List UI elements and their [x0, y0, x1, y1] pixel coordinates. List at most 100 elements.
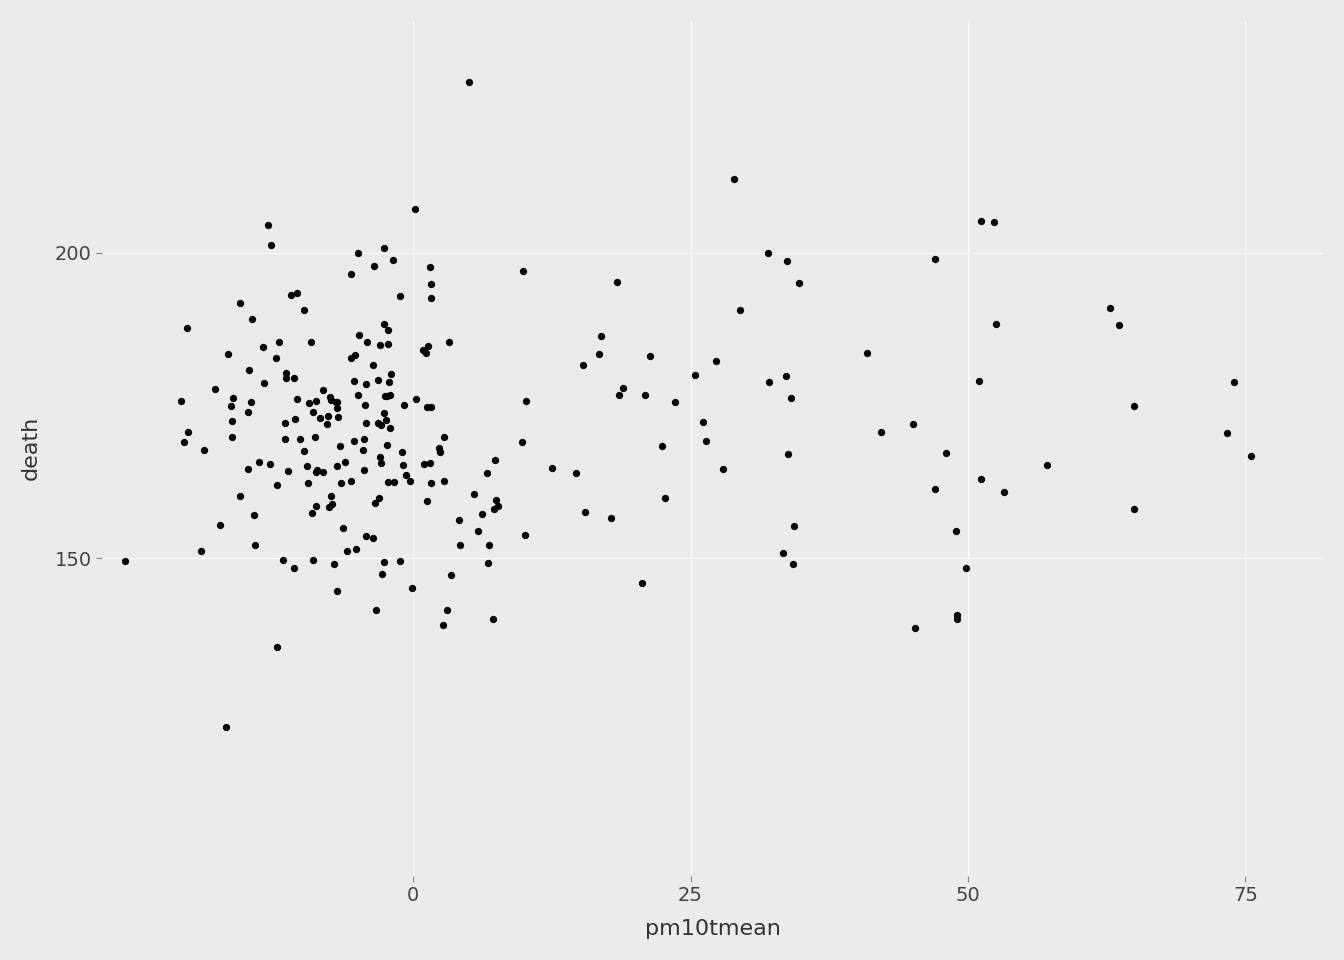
Point — [515, 528, 536, 543]
Point — [261, 237, 282, 252]
Point — [238, 462, 259, 477]
Point — [487, 498, 508, 514]
Point — [589, 346, 610, 361]
Point — [946, 607, 968, 622]
Y-axis label: death: death — [22, 417, 40, 480]
Point — [758, 246, 780, 261]
Point — [421, 290, 442, 305]
Point — [871, 424, 892, 440]
Point — [238, 363, 259, 378]
Point — [335, 455, 356, 470]
Point — [367, 372, 388, 388]
Point — [632, 575, 653, 590]
Point — [441, 567, 462, 583]
Point — [566, 465, 587, 480]
Point — [363, 530, 384, 545]
Point — [383, 252, 405, 268]
Point — [462, 487, 484, 502]
Point — [599, 511, 621, 526]
Point — [306, 463, 328, 478]
Point — [712, 462, 734, 477]
Point — [230, 489, 251, 504]
Point — [293, 444, 314, 459]
Point — [484, 501, 505, 516]
Point — [171, 394, 192, 409]
Point — [482, 612, 504, 627]
Point — [366, 603, 387, 618]
Point — [332, 519, 353, 535]
Point — [478, 538, 500, 553]
Point — [438, 335, 460, 350]
Point — [356, 334, 378, 349]
Point — [684, 368, 706, 383]
Point — [302, 404, 324, 420]
Point — [276, 371, 297, 386]
Point — [371, 566, 392, 582]
Point — [784, 518, 805, 534]
Point — [634, 387, 656, 402]
Point — [379, 420, 401, 436]
Point — [484, 452, 505, 468]
Point — [298, 396, 320, 411]
Point — [419, 276, 441, 292]
Point — [355, 416, 376, 431]
Point — [379, 374, 401, 390]
Point — [1124, 397, 1145, 413]
Point — [378, 323, 399, 338]
Point — [331, 475, 352, 491]
Point — [985, 316, 1007, 331]
Point — [347, 245, 368, 260]
Point — [392, 458, 414, 473]
Point — [215, 719, 237, 734]
Point — [419, 455, 441, 470]
Point — [293, 301, 314, 317]
Point — [723, 172, 745, 187]
Point — [379, 388, 401, 403]
Point — [394, 396, 415, 412]
Point — [692, 415, 714, 430]
Point — [771, 545, 793, 561]
Point — [574, 505, 595, 520]
Point — [1216, 426, 1238, 442]
Point — [417, 399, 438, 415]
Point — [274, 431, 296, 446]
Point — [285, 411, 306, 426]
Point — [401, 580, 422, 595]
Point — [325, 395, 347, 410]
Point — [320, 489, 341, 504]
Point — [356, 529, 378, 544]
Point — [340, 350, 362, 366]
Point — [374, 554, 395, 569]
Point — [433, 429, 454, 444]
Point — [362, 357, 383, 372]
Point — [312, 382, 333, 397]
Point — [344, 373, 366, 389]
Point — [280, 287, 301, 302]
Point — [243, 508, 265, 523]
Point — [640, 348, 661, 364]
Point — [245, 538, 266, 553]
Point — [956, 560, 977, 575]
Point — [355, 376, 376, 392]
Point — [273, 552, 294, 567]
Point — [353, 431, 375, 446]
Point — [1109, 317, 1130, 332]
Point — [309, 410, 331, 425]
Point — [968, 373, 989, 389]
Point — [372, 240, 394, 255]
Point — [590, 328, 612, 344]
Point — [512, 263, 534, 278]
Point — [329, 438, 351, 453]
Point — [370, 456, 391, 471]
Point — [228, 295, 250, 310]
Point — [352, 462, 374, 477]
Point — [782, 557, 804, 572]
Point — [327, 584, 348, 599]
Point — [204, 381, 226, 396]
Point — [253, 375, 274, 391]
Point — [695, 433, 716, 448]
Point — [320, 389, 341, 404]
Point — [946, 612, 968, 627]
Point — [297, 475, 319, 491]
Point — [664, 395, 685, 410]
